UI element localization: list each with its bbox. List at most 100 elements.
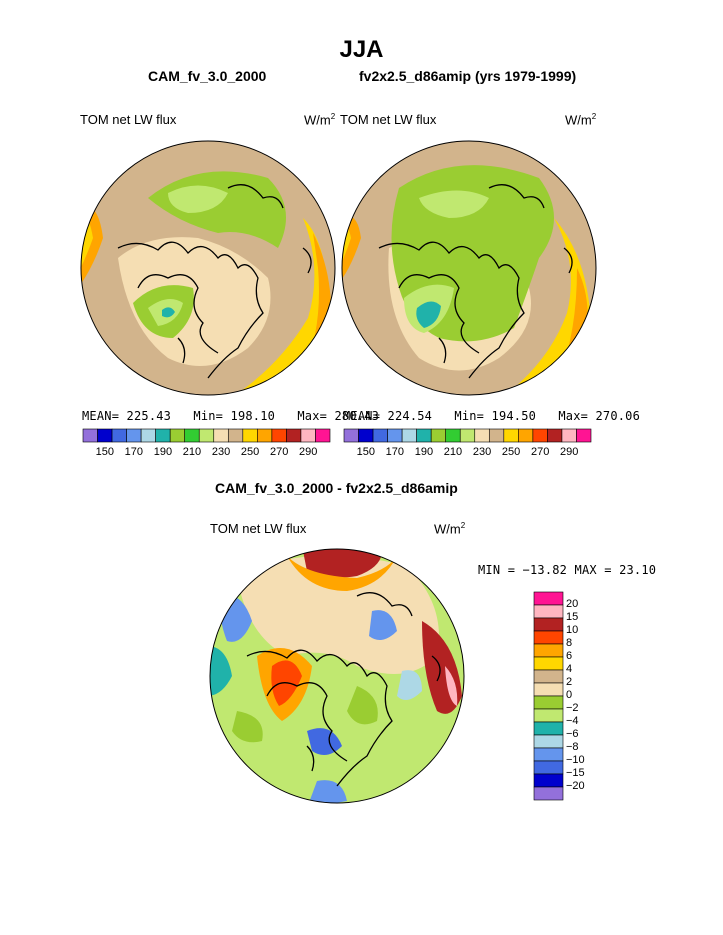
region-teal [416,301,441,328]
left-stats: MEAN= 225.43 Min= 198.10 Max= 280.43 [82,409,379,423]
diff-minmax: MIN = −13.82 MAX = 23.10 [478,563,657,577]
region-light [237,555,439,674]
colorbar-tick-label: 290 [299,446,318,458]
left-units-label: W/m2 [304,112,336,128]
colorbar-tick-label: 210 [443,446,463,458]
colorbar-swatch [184,428,200,443]
colorbar-swatch [532,428,548,443]
right-polar-map [341,140,597,396]
colorbar-swatch [387,428,403,443]
colorbar-swatch [271,428,287,443]
region-pink-right [445,666,458,706]
colorbar-tick-label: 270 [269,446,289,458]
colorbar-swatch [126,428,142,443]
left-colorbar-labels: 150 170 190 210 230 250 270 290 [83,446,330,460]
region-blue-right [369,610,397,640]
colorbar-tick-label: 170 [385,446,405,458]
colorbar-tick-label: 250 [501,446,521,458]
colorbar-swatch [198,428,215,443]
coastline [117,184,312,379]
colorbar-tick-label: −15 [566,767,585,779]
right-mean: MEAN= 224.54 [343,409,433,423]
colorbar-tick-label: −6 [566,728,579,740]
colorbar-swatch [547,428,563,443]
colorbar-tick-label: 270 [530,446,550,458]
region-teal-right [397,670,422,700]
colorbar-swatch [533,747,564,762]
colorbar-tick-label: 190 [153,446,173,458]
colorbar-tick-label: 150 [95,446,114,458]
right-max: Max= 270.06 [558,409,641,423]
colorbar-tick-label: 250 [240,446,260,458]
colorbar-tick-label: 4 [566,663,573,675]
colorbar-tick-label: 170 [124,446,144,458]
colorbar-swatch [533,695,564,710]
region-teal-left [210,646,232,696]
colorbar-tick-label: 0 [566,689,573,701]
colorbar-tick-label: 8 [566,637,573,649]
left-min: Min= 198.10 [193,409,276,423]
colorbar-swatch [533,643,564,658]
left-polar-map [80,140,336,396]
colorbar-swatch [533,604,564,619]
colorbar-swatch [169,428,186,443]
left-colorbar [82,428,331,443]
colorbar-swatch [533,682,564,697]
colorbar-tick-label: 20 [566,598,579,610]
colorbar-swatch [111,428,127,443]
colorbar-swatch [242,428,258,443]
right-colorbar-labels: 150 170 190 210 230 250 270 290 [344,446,591,460]
diff-units-label: W/m2 [434,521,466,537]
colorbar-tick-label: 6 [566,650,573,662]
colorbar-swatch [503,428,519,443]
colorbar-swatch [257,428,273,443]
colorbar-swatch [518,428,534,443]
region-red-top [302,549,383,578]
region-teal [162,307,175,318]
colorbar-swatch [533,773,564,788]
map-border [80,140,336,396]
colorbar-tick-label: −8 [566,741,579,753]
colorbar-tick-label: 190 [414,446,434,458]
colorbar-tick-label: −10 [566,754,585,766]
right-run-title: fv2x2.5_d86amip (yrs 1979-1999) [359,68,577,84]
colorbar-swatch [97,428,113,443]
region-yellow-left [342,224,351,268]
colorbar-swatch [401,428,417,443]
coastline [378,184,573,379]
colorbar-swatch [300,428,316,443]
colorbar-swatch [445,428,461,443]
region-blue-center [307,728,342,755]
region-orange-top [287,556,397,591]
colorbar-swatch [533,721,564,736]
colorbar-swatch [358,428,374,443]
colorbar-swatch [474,428,490,443]
map-border [209,548,465,804]
colorbar-swatch [533,786,564,801]
region-lightgreen [168,185,228,213]
colorbar-swatch [576,428,592,443]
diff-colorbar-labels: 20 15 10 8 6 4 2 0 −2 −4 −6 −8 −10 −15 −20 [566,592,606,800]
colorbar-swatch [561,428,577,443]
colorbar-tick-label: 150 [356,446,375,458]
colorbar-swatch [416,428,432,443]
colorbar-swatch [213,428,229,443]
colorbar-tick-label: −4 [566,715,579,727]
colorbar-swatch [533,630,564,645]
colorbar-swatch [82,428,98,443]
right-min: Min= 194.50 [454,409,537,423]
region-green-patches [232,686,378,743]
diff-title: CAM_fv_3.0_2000 - fv2x2.5_d86amip [215,480,458,496]
colorbar-swatch [430,428,447,443]
right-units-label: W/m2 [565,112,597,128]
colorbar-tick-label: −2 [566,702,579,714]
diff-field-label: TOM net LW flux [210,521,307,536]
diff-colorbar [533,591,564,801]
left-max: Max= 280.43 [297,409,380,423]
colorbar-swatch [459,428,476,443]
colorbar-tick-label: 10 [566,624,579,636]
right-stats: MEAN= 224.54 Min= 194.50 Max= 270.06 [343,409,640,423]
colorbar-tick-label: −20 [566,780,585,792]
colorbar-swatch [533,760,564,775]
colorbar-tick-label: 230 [472,446,492,458]
